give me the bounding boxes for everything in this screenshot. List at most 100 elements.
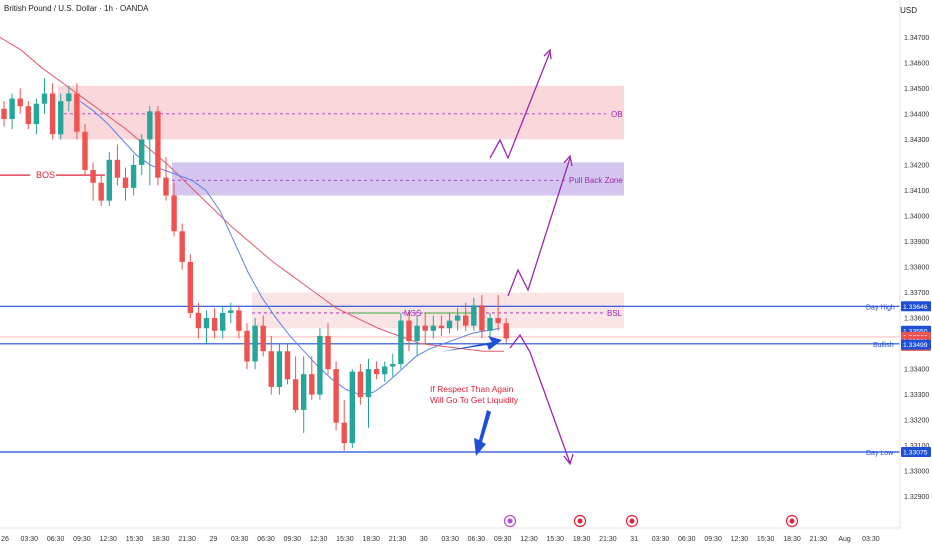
time-tick-label: 06:30 <box>468 536 486 543</box>
time-tick-label: 18:30 <box>362 536 380 543</box>
time-tick-label: 03:30 <box>231 536 249 543</box>
candle-body <box>406 320 412 342</box>
price-tick-label: 1.34500 <box>904 86 929 93</box>
time-tick-label: 06:30 <box>47 536 65 543</box>
candle-body <box>90 170 96 183</box>
chart-title: British Pound / U.S. Dollar · 1h · OANDA <box>4 4 149 13</box>
candle-body <box>122 177 129 188</box>
candle-body <box>58 101 64 135</box>
order-block-zone <box>58 85 624 140</box>
price-tick-label: 1.34300 <box>904 137 929 144</box>
blue-arrow-up <box>440 336 502 352</box>
candle-body <box>33 103 40 125</box>
candle-body <box>114 159 121 178</box>
mss-label: MSS <box>404 309 421 318</box>
time-tick-label: 15:30 <box>336 536 354 543</box>
bsl-label: BSL <box>607 309 623 318</box>
price-tick-label: 1.33400 <box>904 367 929 374</box>
price-tick-label: 1.33700 <box>904 290 929 297</box>
time-tick-label: 03:30 <box>862 536 880 543</box>
price-tick-label: 1.33900 <box>904 239 929 246</box>
time-tick-label: 09:30 <box>284 536 302 543</box>
candle-body <box>292 379 299 410</box>
candle-body <box>414 325 420 342</box>
bullish-value: 1.33499 <box>903 342 928 349</box>
candle-body <box>163 177 169 196</box>
time-tick-label: 21:30 <box>599 536 617 543</box>
candle-body <box>171 195 177 232</box>
candle-body <box>17 98 23 107</box>
candle-body <box>187 261 193 313</box>
candle-body <box>49 93 56 135</box>
time-tick-label: 12:30 <box>520 536 538 543</box>
candle-body <box>325 335 331 370</box>
candle-body <box>41 93 48 104</box>
candle-body <box>211 318 218 331</box>
candle-body <box>309 374 315 395</box>
candle-body <box>382 366 388 375</box>
event-icon-dot <box>789 518 795 524</box>
candle-body <box>333 369 339 423</box>
ma-slow-line <box>0 36 504 352</box>
candle-body <box>236 310 242 331</box>
ob-label: OB <box>611 110 623 119</box>
note-line-2: Will Go To Get Liquidity <box>430 395 519 405</box>
event-icon-dot <box>507 518 513 524</box>
candle-body <box>454 315 461 321</box>
time-tick-label: 12:30 <box>731 536 749 543</box>
event-icon-dot <box>629 518 635 524</box>
candle-body <box>438 325 445 329</box>
candle-body <box>301 374 307 410</box>
price-tick-label: 1.33300 <box>904 392 929 399</box>
day-high-tag <box>901 301 931 312</box>
candle-body <box>260 325 266 352</box>
candle-body <box>317 335 323 395</box>
price-tick-label: 1.33100 <box>904 443 929 450</box>
currency-label: USD <box>900 6 917 15</box>
price-tick-label: 1.34600 <box>904 60 929 67</box>
note-line-1: If Respect Than Again <box>430 384 514 394</box>
time-tick-label: 15:30 <box>757 536 775 543</box>
candle-body <box>471 305 477 326</box>
time-tick-label: 03:30 <box>441 536 459 543</box>
price-tick-label: 1.34200 <box>904 162 929 169</box>
price-tick-label: 1.34700 <box>904 35 929 42</box>
time-tick-label: 18:30 <box>573 536 591 543</box>
time-tick-label: Aug <box>838 536 851 543</box>
time-tick-label: 31 <box>630 536 638 543</box>
day-low-tag <box>901 447 931 458</box>
price-tick-label: 1.34400 <box>904 111 929 118</box>
candle-body <box>373 369 380 375</box>
candle-body <box>268 351 274 387</box>
blue-price-value: 1.33550 <box>903 328 928 335</box>
candle-body <box>503 323 509 339</box>
time-tick-label: 21:30 <box>389 536 407 543</box>
arrow-head-down <box>563 453 574 466</box>
candle-body <box>495 318 501 324</box>
candle-body <box>82 131 88 171</box>
day-low-value: 1.33075 <box>903 450 928 457</box>
candle-body <box>341 422 347 444</box>
pullback-projection-path <box>507 157 571 297</box>
candle-body <box>130 164 137 188</box>
candle-body <box>479 305 485 331</box>
blue-arrow-down <box>474 410 491 456</box>
time-axis[interactable]: 26 03:30 06:30 09:30 12:30 15:30 18:30 21:30 29 0… <box>1 536 880 543</box>
candle-body <box>66 93 72 102</box>
events-layer <box>503 514 799 528</box>
candle-body <box>139 139 145 165</box>
candle-body <box>398 320 404 364</box>
time-tick-label: 12:30 <box>99 536 117 543</box>
price-tick-label: 1.34100 <box>904 188 929 195</box>
candle-body <box>220 312 226 331</box>
day-low-text: Day Low <box>866 450 894 457</box>
bullish-tag <box>901 339 931 350</box>
candle-body <box>357 371 364 398</box>
candle-body <box>252 325 258 362</box>
time-tick-label: 21:30 <box>810 536 828 543</box>
bullish-text: Bullish <box>873 342 894 349</box>
candle-body <box>430 325 436 331</box>
candle-body <box>284 351 291 380</box>
candle-body <box>9 98 15 119</box>
